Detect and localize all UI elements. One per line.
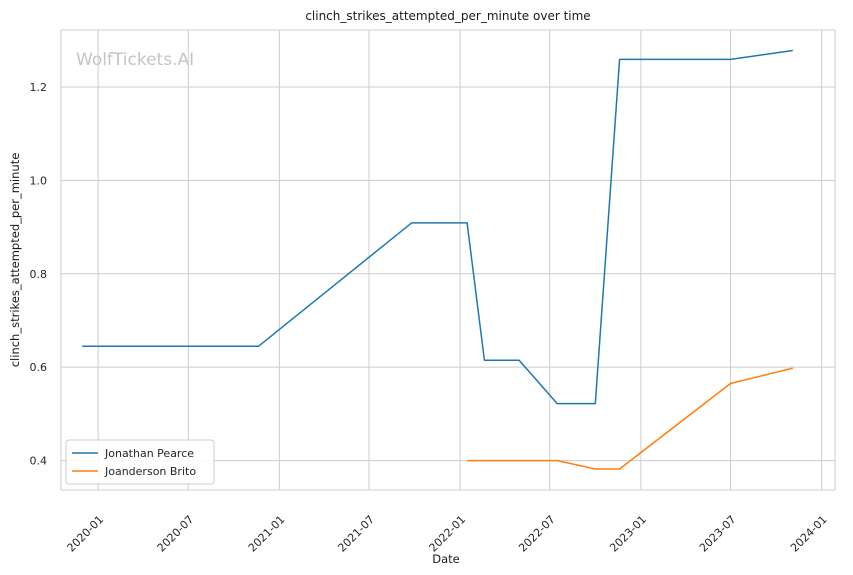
data-point-jonathan-pearce [256,344,261,349]
plot-frame [60,29,836,491]
y-tick-labels: 0.4 0.6 0.8 1.0 1.2 [30,81,48,468]
data-point-jonathan-pearce [517,358,522,363]
data-point-joanderson-brito [728,381,733,386]
y-tick-label: 1.2 [30,81,48,94]
watermark-text: WolfTickets.AI [76,50,194,70]
data-point-jonathan-pearce [80,344,85,349]
data-point-joanderson-brito [593,466,598,471]
legend-label-joanderson-brito: Joanderson Brito [104,465,196,478]
data-point-jonathan-pearce [465,220,470,225]
y-tick-label: 0.4 [30,455,48,468]
plot-area [61,30,835,490]
data-point-jonathan-pearce [482,358,487,363]
data-point-jonathan-pearce [409,220,414,225]
series-line-joanderson-brito [467,367,794,470]
data-point-joanderson-brito [465,458,470,463]
series-line-jonathan-pearce [82,49,794,405]
y-axis-title: clinch_strikes_attempted_per_minute [8,153,22,368]
legend: Jonathan Pearce Joanderson Brito [65,439,215,485]
y-tick-label: 0.8 [30,268,48,281]
data-point-joanderson-brito [617,466,622,471]
data-point-jonathan-pearce [728,57,733,62]
data-point-jonathan-pearce [555,401,560,406]
data-point-jonathan-pearce [790,48,795,53]
data-point-jonathan-pearce [593,401,598,406]
legend-label-jonathan-pearce: Jonathan Pearce [104,447,194,460]
series-lines [80,48,795,471]
data-point-joanderson-brito [555,458,560,463]
gridlines [61,30,835,490]
legend-box [65,439,215,485]
data-point-jonathan-pearce [617,57,622,62]
y-tick-label: 0.6 [30,361,48,374]
data-point-joanderson-brito [790,366,795,371]
x-axis-title: Date [432,552,460,566]
chart-title: clinch_strikes_attempted_per_minute over… [305,9,590,23]
y-tick-label: 1.0 [30,174,48,187]
